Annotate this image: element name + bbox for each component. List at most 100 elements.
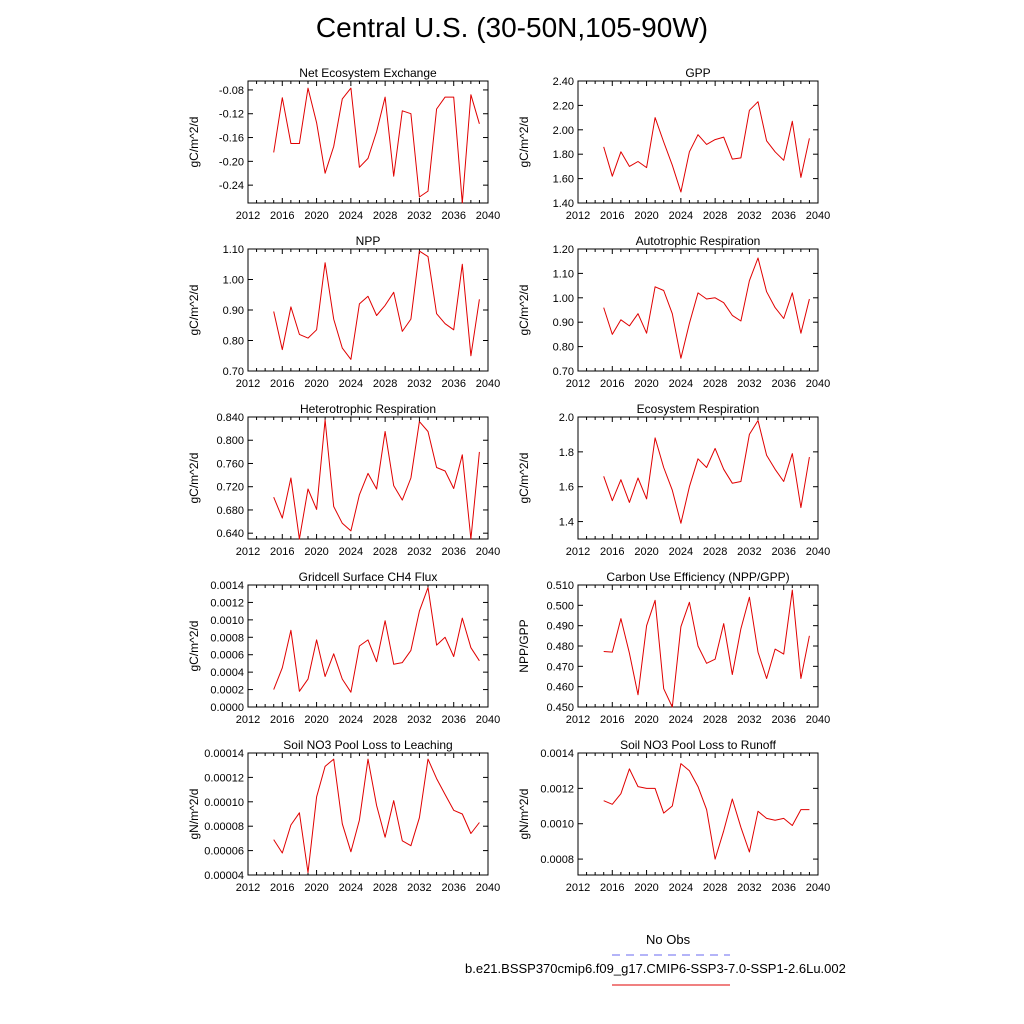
x-tick-label: 2024 xyxy=(669,546,693,558)
y-tick-label: 1.8 xyxy=(559,447,574,459)
y-tick-label: 0.00014 xyxy=(204,748,244,760)
y-tick-label: -0.12 xyxy=(219,109,244,121)
x-tick-label: 2024 xyxy=(339,714,363,726)
x-tick-label: 2040 xyxy=(476,378,500,390)
x-tick-label: 2020 xyxy=(304,714,328,726)
legend-obs-label: No Obs xyxy=(646,932,691,947)
y-tick-label: 0.0012 xyxy=(210,597,244,609)
x-tick-label: 2016 xyxy=(270,546,294,558)
y-tick-label: 0.0006 xyxy=(210,650,244,662)
x-tick-label: 2036 xyxy=(441,546,465,558)
x-tick-label: 2012 xyxy=(566,546,590,558)
x-tick-label: 2040 xyxy=(806,546,830,558)
y-tick-label: 1.00 xyxy=(553,293,574,305)
x-tick-label: 2012 xyxy=(236,210,260,222)
x-tick-label: 2040 xyxy=(476,714,500,726)
y-tick-label: -0.08 xyxy=(219,85,244,97)
x-tick-label: 2016 xyxy=(600,210,624,222)
chart-panel-4: Heterotrophic Respiration gC/m^2/d 2012 201… xyxy=(187,402,500,558)
x-tick-label: 2020 xyxy=(634,882,658,894)
y-tick-label: 1.10 xyxy=(553,268,574,280)
x-tick-label: 2032 xyxy=(407,882,431,894)
plot-frame xyxy=(247,248,489,372)
panel-title: NPP xyxy=(356,234,381,248)
y-tick-label: 0.640 xyxy=(216,528,244,540)
x-tick-label: 2036 xyxy=(771,546,795,558)
x-tick-label: 2032 xyxy=(737,210,761,222)
y-tick-label: 1.60 xyxy=(553,174,574,186)
y-axis-label: gN/m^2/d xyxy=(187,789,201,840)
y-tick-label: 0.460 xyxy=(546,682,574,694)
y-tick-label: 0.90 xyxy=(553,317,574,329)
x-tick-label: 2032 xyxy=(407,210,431,222)
x-tick-label: 2012 xyxy=(566,882,590,894)
y-axis-label: gC/m^2/d xyxy=(187,453,201,504)
legend-model-label: b.e21.BSSP370cmip6.f09_g17.CMIP6-SSP3-7.… xyxy=(465,961,846,976)
y-tick-label: -0.16 xyxy=(219,133,244,145)
chart-panel-8: Soil NO3 Pool Loss to Leaching gN/m^2/d 20… xyxy=(187,738,500,894)
x-tick-label: 2036 xyxy=(771,378,795,390)
plot-frame xyxy=(577,416,819,540)
x-tick-label: 2028 xyxy=(373,714,397,726)
panel-title: Gridcell Surface CH4 Flux xyxy=(299,570,438,584)
series-line xyxy=(273,587,480,693)
y-tick-label: 1.40 xyxy=(553,198,574,210)
x-tick-label: 2032 xyxy=(737,378,761,390)
y-tick-label: 1.4 xyxy=(559,517,574,529)
x-tick-label: 2040 xyxy=(476,210,500,222)
x-tick-label: 2032 xyxy=(737,714,761,726)
plot-frame xyxy=(247,752,489,876)
panel-title: Soil NO3 Pool Loss to Runoff xyxy=(620,738,777,752)
y-tick-label: -0.20 xyxy=(219,156,244,168)
figure-title: Central U.S. (30-50N,105-90W) xyxy=(315,12,709,43)
chart-panel-3: Autotrophic Respiration gC/m^2/d 2012 2016 2… xyxy=(517,234,830,390)
x-tick-label: 2036 xyxy=(441,378,465,390)
x-tick-label: 2024 xyxy=(339,210,363,222)
y-tick-label: 0.0010 xyxy=(540,819,574,831)
y-tick-label: 0.80 xyxy=(223,336,244,348)
series-line xyxy=(603,420,810,524)
x-tick-label: 2020 xyxy=(304,882,328,894)
x-tick-label: 2040 xyxy=(806,378,830,390)
y-axis-label: gC/m^2/d xyxy=(517,453,531,504)
y-tick-label: 2.20 xyxy=(553,100,574,112)
y-tick-label: 0.680 xyxy=(216,505,244,517)
x-tick-label: 2024 xyxy=(669,378,693,390)
panel-title: Net Ecosystem Exchange xyxy=(299,66,437,80)
x-tick-label: 2012 xyxy=(566,714,590,726)
x-tick-label: 2024 xyxy=(339,378,363,390)
x-tick-label: 2032 xyxy=(737,546,761,558)
y-tick-label: 0.0000 xyxy=(210,702,244,714)
x-tick-label: 2020 xyxy=(634,714,658,726)
chart-panel-7: Carbon Use Efficiency (NPP/GPP) NPP/GPP 20… xyxy=(517,570,830,726)
x-tick-label: 2040 xyxy=(476,882,500,894)
x-tick-label: 2012 xyxy=(566,210,590,222)
y-tick-label: 0.450 xyxy=(546,702,574,714)
y-tick-label: 0.90 xyxy=(223,305,244,317)
y-tick-label: 0.480 xyxy=(546,641,574,653)
y-tick-label: -0.24 xyxy=(219,180,244,192)
y-axis-label: gC/m^2/d xyxy=(517,117,531,168)
x-tick-label: 2016 xyxy=(270,210,294,222)
x-tick-label: 2032 xyxy=(407,714,431,726)
y-tick-label: 0.0012 xyxy=(540,783,574,795)
y-tick-label: 0.720 xyxy=(216,482,244,494)
x-tick-label: 2040 xyxy=(476,546,500,558)
panel-title: GPP xyxy=(685,66,710,80)
x-tick-label: 2024 xyxy=(669,882,693,894)
plot-frame xyxy=(247,80,489,204)
x-tick-label: 2024 xyxy=(669,714,693,726)
plot-frame xyxy=(577,752,819,876)
x-tick-label: 2028 xyxy=(703,546,727,558)
x-tick-label: 2020 xyxy=(304,378,328,390)
x-tick-label: 2016 xyxy=(270,882,294,894)
y-tick-label: 0.00004 xyxy=(204,870,244,882)
y-axis-label: gN/m^2/d xyxy=(517,789,531,840)
x-tick-label: 2012 xyxy=(236,714,260,726)
y-axis-label: gC/m^2/d xyxy=(187,117,201,168)
x-tick-label: 2036 xyxy=(441,882,465,894)
x-tick-label: 2028 xyxy=(703,882,727,894)
panel-title: Ecosystem Respiration xyxy=(637,402,760,416)
y-tick-label: 0.490 xyxy=(546,621,574,633)
